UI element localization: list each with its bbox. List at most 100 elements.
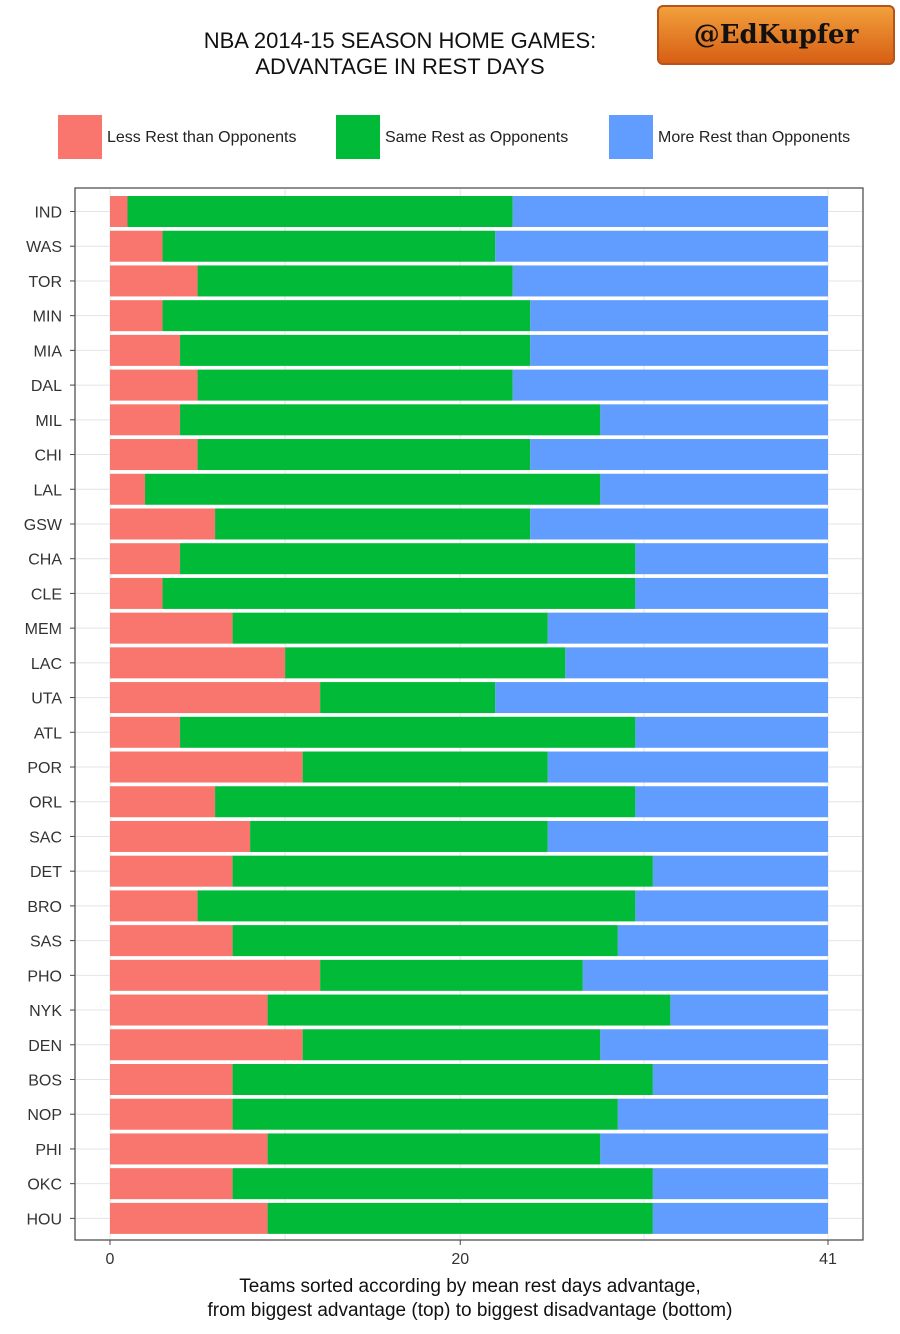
chart-title: NBA 2014-15 SEASON HOME GAMES: ADVANTAGE… — [120, 28, 680, 80]
bar-mil-less — [110, 404, 181, 436]
y-tick-label: LAC — [31, 656, 62, 673]
bar-nyk-less — [110, 994, 268, 1026]
bar-nop-less — [110, 1098, 233, 1130]
bar-chi-same — [197, 439, 531, 471]
y-tick-label: UTA — [31, 691, 62, 708]
y-tick-label: PHI — [35, 1142, 62, 1159]
bar-pho-same — [320, 959, 583, 991]
bar-atl-more — [635, 716, 828, 748]
bar-lac-less — [110, 647, 286, 679]
y-tick-label: DAL — [31, 378, 62, 395]
bar-por-more — [547, 751, 828, 783]
y-tick-label: DEN — [28, 1038, 62, 1055]
bar-cha-more — [635, 543, 828, 575]
bar-uta-less — [110, 682, 321, 714]
y-tick-label: IND — [34, 205, 62, 222]
bar-sac-same — [250, 820, 548, 852]
bar-det-same — [232, 855, 653, 887]
y-tick-label: PHO — [27, 968, 62, 985]
bar-hou-more — [652, 1202, 828, 1234]
legend-swatch-more — [609, 115, 653, 159]
y-tick-label: MIN — [33, 309, 62, 326]
bar-cle-more — [635, 577, 828, 609]
bar-pho-more — [582, 959, 828, 991]
y-tick-label: MIA — [34, 343, 63, 360]
bar-hou-same — [267, 1202, 653, 1234]
author-badge: @EdKupfer — [657, 5, 895, 65]
y-tick-label: SAC — [29, 829, 62, 846]
bar-gsw-same — [215, 508, 531, 540]
bar-lal-more — [600, 473, 828, 505]
y-axis: IND WAS TOR MIN MIA DAL MIL CHI LAL GSW CHA CLE MEM L… — [24, 205, 75, 1228]
bar-mil-same — [180, 404, 601, 436]
y-tick-label: POR — [27, 760, 62, 777]
bar-mia-less — [110, 334, 181, 366]
bar-dal-more — [512, 369, 828, 401]
legend-label-same: Same Rest as Opponents — [385, 129, 569, 146]
y-tick-label: LAL — [34, 482, 63, 499]
bar-phi-more — [600, 1133, 828, 1165]
bar-ind-more — [512, 196, 828, 227]
bar-hou-less — [110, 1202, 268, 1234]
legend-label-less: Less Rest than Opponents — [107, 129, 297, 146]
y-tick-label: NOP — [27, 1107, 62, 1124]
bar-gsw-less — [110, 508, 216, 540]
bar-tor-same — [197, 265, 513, 297]
bar-bro-less — [110, 890, 198, 922]
bar-chi-less — [110, 439, 198, 471]
bar-uta-same — [320, 682, 496, 714]
bars — [110, 196, 828, 1234]
bar-mem-less — [110, 612, 233, 644]
y-tick-label: ORL — [29, 795, 62, 812]
y-tick-label: ATL — [34, 725, 62, 742]
bar-bos-less — [110, 1064, 233, 1095]
bar-cha-same — [180, 543, 636, 575]
bar-lac-more — [565, 647, 828, 679]
bar-orl-same — [215, 786, 636, 818]
bar-sas-same — [232, 925, 618, 957]
bar-det-more — [652, 855, 828, 887]
bar-phi-less — [110, 1133, 268, 1165]
bar-was-more — [495, 230, 828, 262]
x-axis-label-line-2: from biggest advantage (top) to biggest … — [208, 1300, 733, 1321]
bar-ind-same — [127, 196, 513, 227]
y-tick-label: CLE — [31, 586, 62, 603]
bar-cle-less — [110, 577, 163, 609]
bar-dal-less — [110, 369, 198, 401]
legend-label-more: More Rest than Opponents — [658, 129, 851, 146]
x-axis: 0 20 41 — [106, 1240, 837, 1268]
bar-mem-same — [232, 612, 548, 644]
y-tick-label: GSW — [24, 517, 63, 534]
bar-cle-same — [162, 577, 636, 609]
bar-phi-same — [267, 1133, 601, 1165]
bar-nop-same — [232, 1098, 618, 1130]
x-axis-label-line-1: Teams sorted according by mean rest days… — [239, 1276, 701, 1297]
bar-bro-more — [635, 890, 828, 922]
bar-nyk-more — [670, 994, 828, 1026]
x-tick-label: 0 — [106, 1251, 115, 1268]
bar-min-more — [530, 300, 828, 332]
bar-sac-less — [110, 820, 251, 852]
bar-mia-same — [180, 334, 531, 366]
y-tick-label: WAS — [26, 239, 62, 256]
bar-min-same — [162, 300, 531, 332]
bar-nop-more — [617, 1098, 828, 1130]
y-tick-label: HOU — [26, 1211, 62, 1228]
bar-por-less — [110, 751, 303, 783]
bar-bos-more — [652, 1064, 828, 1095]
y-tick-label: MIL — [35, 413, 62, 430]
y-tick-label: BRO — [27, 899, 62, 916]
y-tick-label: DET — [30, 864, 62, 881]
bar-orl-less — [110, 786, 216, 818]
bar-gsw-more — [530, 508, 828, 540]
bar-mem-more — [547, 612, 828, 644]
bar-sac-more — [547, 820, 828, 852]
bar-tor-more — [512, 265, 828, 297]
bar-ind-less — [110, 196, 128, 227]
legend-swatch-same — [336, 115, 380, 159]
bar-okc-more — [652, 1168, 828, 1200]
bar-atl-same — [180, 716, 636, 748]
y-tick-label: SAS — [30, 934, 62, 951]
bar-sas-more — [617, 925, 828, 957]
